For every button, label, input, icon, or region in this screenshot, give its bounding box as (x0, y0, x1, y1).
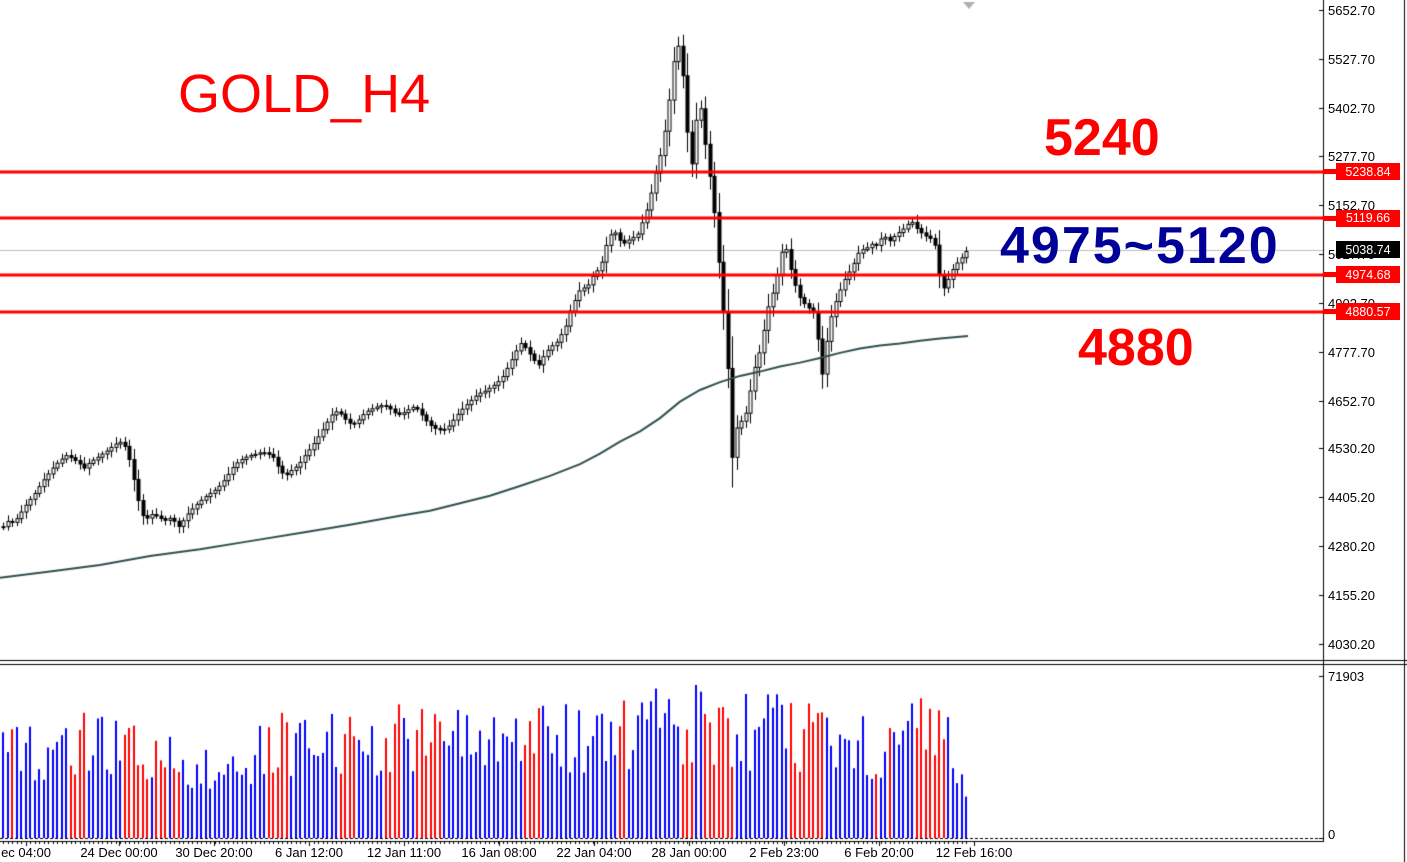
price-tick-label: 5527.70 (1328, 51, 1375, 67)
time-tick-label: 6 Jan 12:00 (275, 845, 343, 860)
time-tick-label: ec 04:00 (1, 845, 51, 860)
volume-zero-label: 0 (1328, 827, 1336, 842)
volume-max-label: 71903 (1328, 669, 1365, 684)
hline-tag-connector (1323, 215, 1336, 221)
hline-tag-connector (1323, 309, 1336, 315)
hline-tag-connector (1323, 272, 1336, 278)
time-tick-label: 16 Jan 08:00 (461, 845, 537, 860)
time-tick-label: 12 Jan 11:00 (366, 845, 442, 860)
time-tick-label: 6 Feb 20:00 (844, 845, 914, 860)
time-tick-label: 28 Jan 00:00 (651, 845, 727, 860)
time-tick-label: 22 Jan 04:00 (556, 845, 632, 860)
price-tick-label: 4280.20 (1328, 539, 1375, 555)
price-tick-label: 4405.20 (1328, 490, 1375, 506)
price-tick-label: 4155.20 (1328, 587, 1375, 603)
price-tick-label: 5652.70 (1328, 3, 1375, 18)
hline-price-tag: 5119.66 (1336, 209, 1400, 227)
price-tick-label: 4652.70 (1328, 393, 1375, 409)
current-price-tag: 5038.74 (1336, 241, 1400, 259)
hline-price-tag: 5238.84 (1336, 163, 1400, 181)
price-tick-label: 4030.20 (1328, 636, 1375, 652)
symbol-title-label[interactable]: GOLD_H4 (178, 64, 431, 124)
price-tick-label: 5277.70 (1328, 149, 1375, 165)
time-tick-label: 12 Feb 16:00 (935, 845, 1013, 860)
time-tick-label: 2 Feb 23:00 (749, 845, 819, 860)
price-tick-label: 4530.20 (1328, 441, 1375, 457)
hline-price-tag: 4974.68 (1336, 266, 1400, 284)
time-tick-label: 24 Dec 00:00 (80, 845, 158, 860)
price-tick-label: 4777.70 (1328, 344, 1375, 360)
price-tick-label: 5402.70 (1328, 100, 1375, 116)
hline-tag-connector (1323, 169, 1336, 175)
time-tick-label: 30 Dec 20:00 (175, 845, 253, 860)
support-4880-label[interactable]: 4880 (1078, 319, 1194, 377)
price-tick-label: 5152.70 (1328, 198, 1375, 214)
range-4975-5120-label[interactable]: 4975~5120 (1000, 217, 1280, 275)
hline-price-tag: 4880.57 (1336, 303, 1400, 321)
resistance-5240-label[interactable]: 5240 (1044, 109, 1160, 167)
